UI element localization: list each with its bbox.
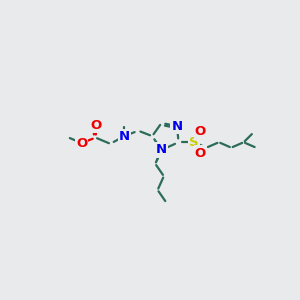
Text: O: O (195, 146, 206, 160)
Text: N: N (156, 143, 167, 157)
Text: N: N (119, 130, 130, 142)
Text: O: O (195, 125, 206, 138)
Text: O: O (91, 119, 102, 132)
Text: O: O (76, 136, 87, 149)
Text: S: S (189, 136, 199, 149)
Text: N: N (171, 120, 183, 133)
